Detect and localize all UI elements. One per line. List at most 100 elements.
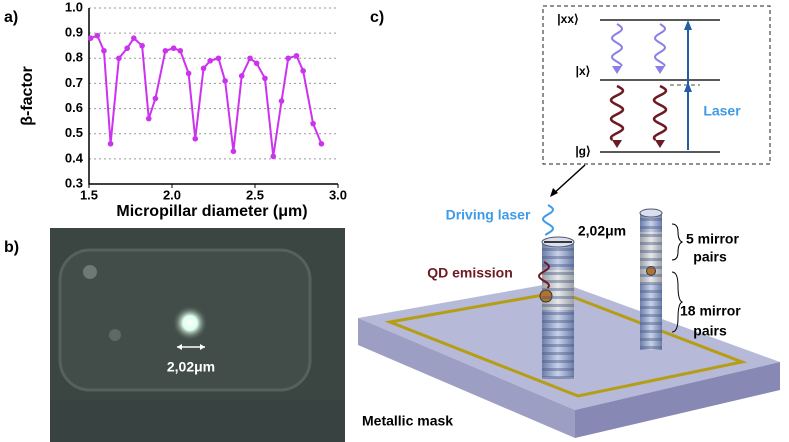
data-point <box>262 75 268 82</box>
data-point <box>270 153 277 160</box>
data-point <box>230 148 237 155</box>
level-label: |x⟩ <box>576 64 591 78</box>
data-point <box>238 73 245 79</box>
y-tick-label: 0.9 <box>65 25 83 40</box>
data-point <box>177 47 184 54</box>
y-tick-label: 1.0 <box>65 0 83 14</box>
y-tick-label: 0.8 <box>65 50 83 65</box>
mirror-label: 18 mirror <box>680 303 741 319</box>
mirror-layer <box>542 312 574 315</box>
x-tick-label: 3.0 <box>329 187 347 202</box>
data-point <box>185 70 192 77</box>
mirror-layer <box>640 290 662 293</box>
mirror-layer <box>542 256 574 259</box>
level-label: |xx⟩ <box>557 12 578 26</box>
driving-label: Driving laser <box>446 207 531 223</box>
scale-label: 2,02μm <box>167 359 215 375</box>
wave <box>610 23 624 67</box>
sample: Metallic mask 2,02μm Driving laser QD em… <box>358 207 780 438</box>
arrowhead <box>612 140 622 148</box>
mirror-layer <box>640 274 662 277</box>
y-axis-label: β-factor <box>19 66 36 126</box>
data-point <box>131 35 137 41</box>
data-point <box>192 135 199 142</box>
mirror-layer <box>542 248 574 251</box>
mirror-layer <box>542 328 574 331</box>
emission-label: QD emission <box>427 265 513 281</box>
decoration <box>537 23 668 379</box>
wave <box>537 261 551 289</box>
wave <box>541 204 555 236</box>
mirror-layer <box>640 250 662 253</box>
data-point <box>310 120 316 127</box>
data-point <box>139 42 145 49</box>
arrowhead <box>612 66 622 74</box>
y-tick-label: 0.4 <box>65 150 84 165</box>
arrowhead <box>655 140 665 148</box>
mirror-layer <box>542 336 574 339</box>
mirror-layer <box>640 306 662 309</box>
data-point <box>170 45 177 52</box>
micrograph: 2,02μm <box>50 228 345 442</box>
data-point <box>293 52 300 59</box>
mirror-label: pairs <box>693 249 727 265</box>
mask-label: Metallic mask <box>362 413 453 429</box>
panel-label: a) <box>4 9 18 26</box>
mirror-layer <box>542 272 574 275</box>
mirror-layer <box>640 242 662 245</box>
mirror-label: 5 mirror <box>686 231 739 247</box>
data-point <box>87 35 94 41</box>
mirror-layer <box>542 368 574 371</box>
data-point <box>107 140 114 147</box>
data-point <box>247 55 253 62</box>
data-point <box>222 78 228 84</box>
mirror-layer <box>640 346 662 349</box>
diameter-label: 2,02μm <box>578 223 626 239</box>
data-point <box>278 98 285 104</box>
wave <box>609 84 625 141</box>
wave <box>653 23 667 67</box>
data-point <box>162 47 169 54</box>
mirror-layer <box>640 234 662 237</box>
mirror-layer <box>542 280 574 283</box>
data-point <box>300 68 306 74</box>
x-tick-label: 2.0 <box>163 187 181 202</box>
arrowhead <box>655 66 665 74</box>
x-axis-label: Micropillar diameter (μm) <box>116 203 307 220</box>
data-point <box>94 32 101 39</box>
mirror-layer <box>640 226 662 229</box>
data-point <box>124 45 130 52</box>
mirror-layer <box>640 266 662 269</box>
mirror-layer <box>640 258 662 261</box>
mirror-layer <box>640 322 662 325</box>
mirror-layer <box>640 314 662 317</box>
panel-label: b) <box>4 239 19 256</box>
data-point <box>285 55 292 62</box>
mirror-layer <box>640 218 662 221</box>
mirror-layer <box>640 282 662 285</box>
mirror-layer <box>640 330 662 333</box>
mirror-label: pairs <box>693 323 727 339</box>
data-point <box>101 47 107 54</box>
data-point <box>145 115 152 122</box>
laser-label: Laser <box>703 103 741 119</box>
mirror-layer <box>542 352 574 355</box>
data-point <box>200 65 207 72</box>
data-point <box>318 140 325 147</box>
mirror-layer <box>542 304 574 307</box>
mirror-layer <box>542 360 574 363</box>
axes <box>88 8 338 185</box>
mirror-layer <box>542 344 574 347</box>
wave <box>652 84 668 141</box>
mirror-layer <box>542 288 574 291</box>
data-point <box>215 55 222 62</box>
mirror-layer <box>640 298 662 301</box>
y-tick-label: 0.5 <box>65 125 83 140</box>
plot: 0.3 0.4 0.5 0.6 0.7 0.8 0.9 1.0 1.5 2.0 2.5 3.0 <box>65 0 347 202</box>
mirror-layer <box>542 264 574 267</box>
mirror-layer <box>542 320 574 323</box>
y-tick-label: 0.3 <box>65 175 83 190</box>
level-label: |g⟩ <box>575 144 590 158</box>
data-point <box>207 58 213 64</box>
